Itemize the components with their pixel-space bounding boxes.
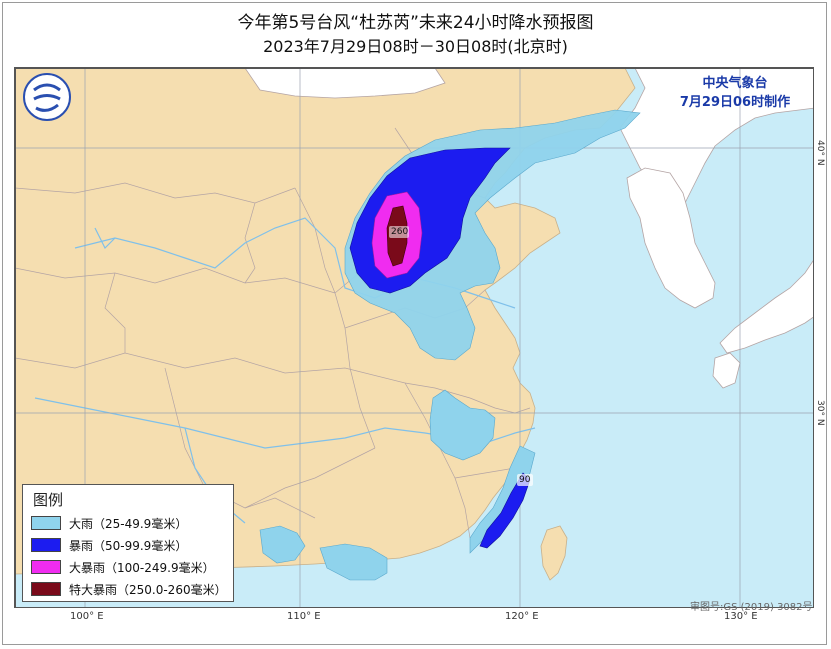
heavy-rain-area-southwest [259,525,306,564]
value-tag-north [389,226,409,238]
taiwan [540,525,568,581]
lon-label-110: 110° E [287,611,321,622]
mongolia-north [244,68,446,99]
korea [626,167,716,309]
legend-label: 暴雨（50-99.9毫米） [69,539,188,553]
legend-swatch-heavy-rain [31,516,61,530]
map-subtitle: 2023年7月29日08时－30日08时(北京时) [263,37,568,56]
map-title: 今年第5号台风“杜苏芮”未来24小时降水预报图 [237,13,594,33]
north-china-max-value: 260 [391,227,409,237]
legend-label: 特大暴雨（250.0-260毫米） [69,583,227,597]
cma-logo-icon [23,73,71,121]
fujian-max-value: 90 [519,475,531,485]
map-approval-number: 审图号:GS (2019) 3082号 [690,602,813,613]
legend-swatch-rainstorm [31,538,61,552]
lon-label-130: 130° E [724,611,758,622]
heavy-rain-area-central [429,389,496,461]
japan [719,260,813,354]
legend-item-heavy-rainstorm: 大暴雨（100-249.9毫米） [31,557,231,577]
legend: 图例 大雨（25-49.9毫米） 暴雨（50-99.9毫米） 大暴雨（100-2… [22,484,234,602]
rainstorm-area-fujian [479,472,531,549]
legend-title: 图例 [33,491,64,509]
lon-label-120: 120° E [505,611,539,622]
issue-time: 7月29日06时制作 [679,95,791,110]
legend-item-heavy-rain: 大雨（25-49.9毫米） [31,513,231,533]
map-canvas [15,68,813,607]
heavy-rain-area-south [319,543,388,581]
province-boundaries [15,127,531,539]
lat-label-40: 40° N [815,140,825,166]
lat-label-30: 30° N [815,400,825,426]
value-tag-fujian [517,474,533,486]
legend-label: 大暴雨（100-249.9毫米） [69,561,215,575]
legend-swatch-heavy-rainstorm [31,560,61,574]
issuer-org: 中央气象台 [702,76,768,91]
legend-item-rainstorm: 暴雨（50-99.9毫米） [31,535,231,555]
lon-label-100: 100° E [70,611,104,622]
legend-label: 大雨（25-49.9毫米） [69,517,188,531]
map-border [15,68,813,607]
kyushu [712,352,741,389]
issuer-block: 中央气象台 7月29日06时制作 [660,74,810,112]
legend-item-extreme-rainstorm: 特大暴雨（250.0-260毫米） [31,579,231,599]
legend-swatch-extreme-rainstorm [31,582,61,596]
